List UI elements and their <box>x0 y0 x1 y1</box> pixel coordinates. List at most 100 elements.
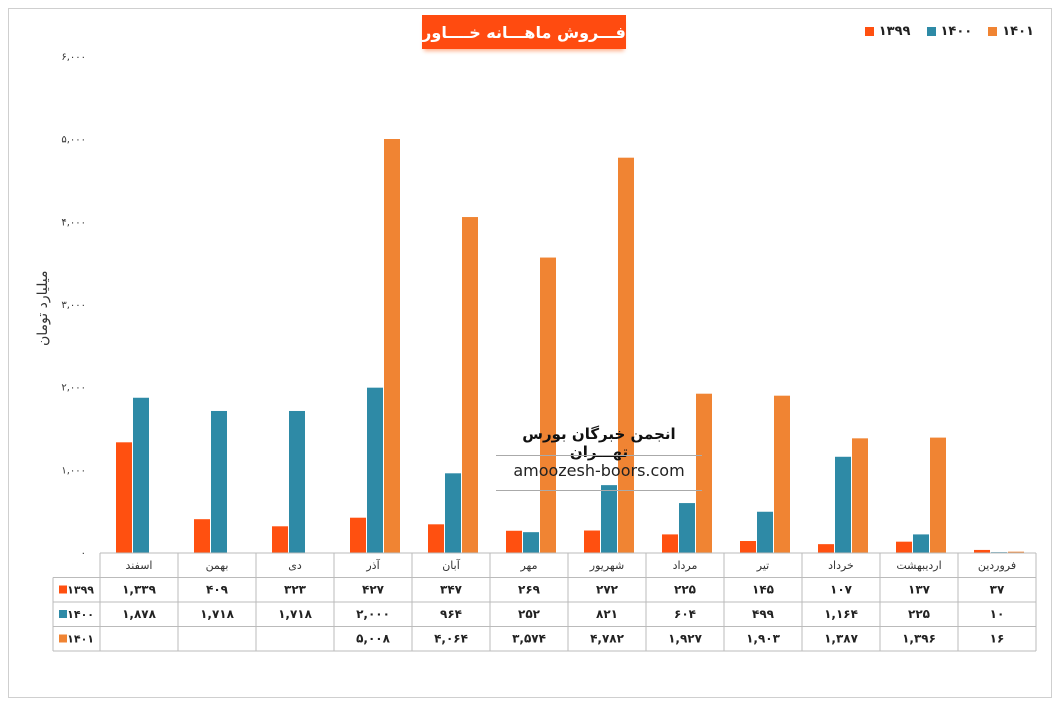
bar <box>367 387 383 553</box>
table-cell-value: ۲۲۵ <box>674 583 696 597</box>
category-label: مرداد <box>673 559 698 572</box>
category-label: آبان <box>442 558 460 572</box>
bar <box>289 410 305 553</box>
table-cell-value: ۶۰۴ <box>674 607 696 621</box>
table-cell-value: ۴,۰۶۴ <box>434 632 468 646</box>
y-tick-label: ۲,۰۰۰ <box>61 383 86 394</box>
table-cell-value: ۱۰۷ <box>830 583 853 597</box>
category-label: تیر <box>756 559 769 572</box>
bar <box>1008 551 1024 553</box>
legend-swatch-1400 <box>926 27 936 36</box>
bar <box>350 517 366 553</box>
table-cell-value: ۹۶۴ <box>440 607 462 621</box>
watermark-url: amoozesh-boors.com <box>513 461 685 480</box>
table-cell-value: ۲۲۵ <box>908 607 930 621</box>
bar <box>540 257 556 553</box>
category-label: مهر <box>519 559 537 572</box>
bar <box>740 541 756 553</box>
category-label: بهمن <box>206 559 229 572</box>
y-tick-label: ۱,۰۰۰ <box>61 465 86 476</box>
bar <box>428 524 444 553</box>
table-row-swatch <box>59 610 67 618</box>
category-label: دی <box>288 559 302 572</box>
legend-item-1399: ۱۳۹۹ <box>864 24 911 39</box>
table-cell-value: ۲,۰۰۰ <box>356 607 390 621</box>
bar <box>523 532 539 553</box>
bar <box>272 526 288 553</box>
category-label: آذر <box>365 558 380 572</box>
bar <box>601 485 617 553</box>
table-cell-value: ۱,۹۰۳ <box>746 632 781 646</box>
legend-swatch-1401 <box>988 27 998 36</box>
table-cell-value: ۳۴۷ <box>440 583 463 597</box>
watermark-divider-bottom <box>496 490 702 491</box>
table-cell-value: ۲۷۲ <box>596 583 619 597</box>
table-cell-value: ۲۵۲ <box>518 607 541 621</box>
table-cell-value: ۴۹۹ <box>752 607 775 621</box>
chart-title: فـــروش ماهـــانه خــــاور <box>422 15 626 49</box>
y-tick-label: ۰ <box>81 548 86 559</box>
table-cell-value: ۱۰ <box>990 607 1005 621</box>
table-cell-value: ۱,۸۷۸ <box>122 607 157 621</box>
table-cell-value: ۸۲۱ <box>596 607 618 621</box>
bar <box>445 473 461 553</box>
bar <box>818 544 834 553</box>
table-cell-value: ۱۶ <box>990 632 1005 646</box>
bar <box>194 519 210 553</box>
table-cell-value: ۵,۰۰۸ <box>356 632 391 646</box>
category-label: خرداد <box>828 559 854 572</box>
legend: ۱۳۹۹ ۱۴۰۰ ۱۴۰۱ <box>864 24 1034 39</box>
table-cell-value: ۱,۳۳۹ <box>122 583 157 597</box>
bar <box>774 395 790 553</box>
bar <box>133 397 149 553</box>
table-cell-value: ۱,۳۸۷ <box>824 632 859 646</box>
bar <box>679 503 695 553</box>
table-cell-value: ۱,۱۶۴ <box>824 607 858 621</box>
bar <box>662 534 678 553</box>
chart-frame <box>8 8 1052 698</box>
table-cell-value: ۴۰۹ <box>206 583 229 597</box>
table-cell-value: ۳,۵۷۴ <box>512 632 546 646</box>
table-cell-value: ۱,۳۹۶ <box>902 632 936 646</box>
y-tick-label: ۶,۰۰۰ <box>61 52 86 63</box>
bar <box>696 393 712 553</box>
bar <box>852 438 868 553</box>
y-tick-label: ۳,۰۰۰ <box>61 300 86 311</box>
legend-swatch-1399 <box>864 27 874 36</box>
table-cell-value: ۱۳۷ <box>908 583 931 597</box>
category-label: اسفند <box>126 559 153 572</box>
bar <box>384 139 400 553</box>
table-cell-value: ۴۲۷ <box>362 583 385 597</box>
bar <box>211 410 227 553</box>
category-label: شهریور <box>589 559 624 572</box>
bar <box>462 217 478 553</box>
table-cell-value: ۱۴۵ <box>752 583 774 597</box>
category-label: اردیبهشت <box>896 559 941 572</box>
table-cell-value: ۱,۷۱۸ <box>200 607 235 621</box>
bar <box>835 456 851 553</box>
legend-item-1400: ۱۴۰۰ <box>926 24 973 39</box>
bar <box>116 442 132 553</box>
watermark-divider-top <box>496 455 702 456</box>
y-tick-label: ۵,۰۰۰ <box>61 135 86 146</box>
category-label: فروردین <box>978 559 1016 572</box>
table-cell-value: ۴,۷۸۲ <box>590 632 625 646</box>
table-row-swatch <box>59 634 67 643</box>
table-cell-value: ۳۲۳ <box>284 583 307 597</box>
table-row-label: ۱۴۰۰ <box>67 608 94 621</box>
table-cell-value: ۱,۷۱۸ <box>278 607 313 621</box>
table-cell-value: ۱,۹۲۷ <box>668 632 703 646</box>
bar <box>618 157 634 554</box>
legend-item-1401: ۱۴۰۱ <box>988 24 1034 39</box>
legend-label-1400: ۱۴۰۰ <box>940 24 973 39</box>
bar <box>974 549 990 553</box>
bar <box>930 437 946 553</box>
bar <box>757 511 773 553</box>
bar <box>896 541 912 553</box>
table-row-swatch <box>59 585 67 594</box>
legend-label-1401: ۱۴۰۱ <box>1002 24 1034 39</box>
legend-label-1399: ۱۳۹۹ <box>878 24 911 39</box>
table-cell-value: ۳۷ <box>990 583 1005 597</box>
bar <box>584 530 600 553</box>
